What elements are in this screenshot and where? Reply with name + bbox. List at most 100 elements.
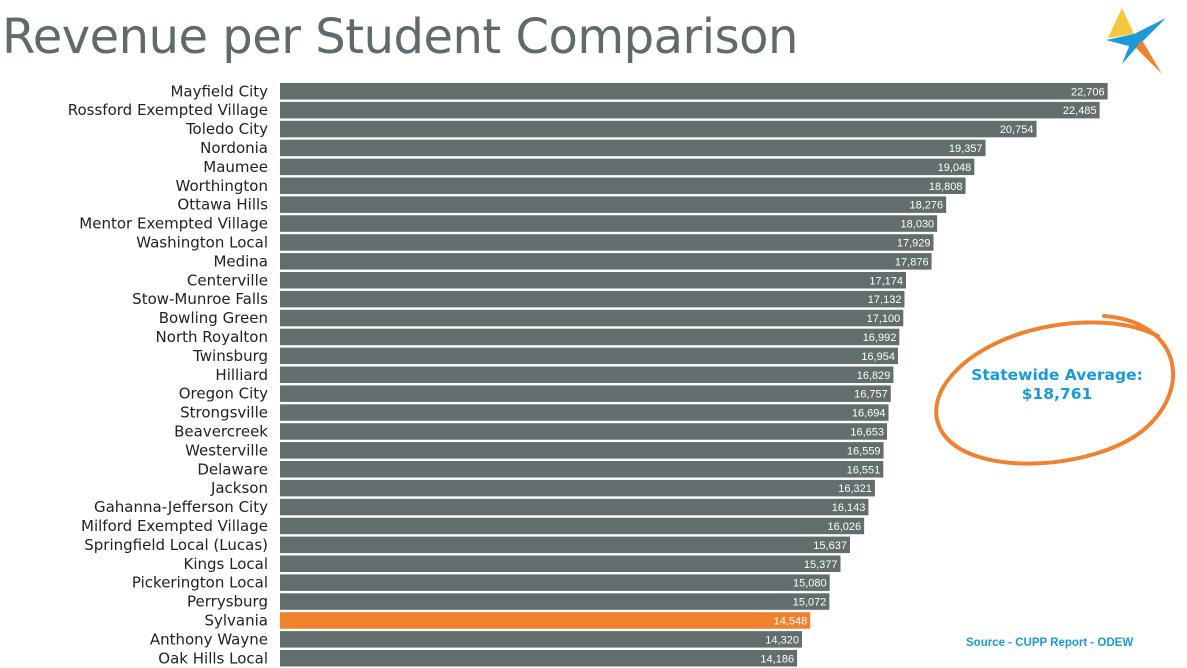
- category-label: Gahanna-Jefferson City: [94, 498, 268, 516]
- bar: [280, 385, 891, 402]
- category-label: North Royalton: [156, 328, 268, 346]
- value-label: 16,992: [863, 332, 897, 344]
- category-label: Anthony Wayne: [150, 630, 268, 648]
- value-label: 15,637: [813, 540, 847, 552]
- value-label: 18,030: [901, 219, 935, 231]
- category-label: Bowling Green: [159, 309, 268, 327]
- callout-ellipse: [934, 314, 1176, 466]
- category-label: Kings Local: [184, 555, 269, 573]
- value-label: 17,174: [869, 275, 903, 287]
- category-label: Rossford Exempted Village: [68, 101, 268, 119]
- value-label: 16,829: [857, 370, 891, 382]
- category-label: Oak Hills Local: [158, 649, 268, 667]
- value-label: 19,048: [938, 162, 972, 174]
- category-label: Jackson: [210, 479, 268, 497]
- bar: [280, 536, 850, 554]
- category-label: Milford Exempted Village: [81, 517, 268, 535]
- category-label: Beavercreek: [174, 422, 268, 440]
- bar: [280, 423, 888, 440]
- bar: [280, 215, 938, 232]
- value-label: 17,929: [897, 237, 931, 249]
- category-label: Sylvania: [204, 611, 268, 629]
- bar: [280, 83, 1108, 100]
- value-label: 16,559: [847, 445, 881, 457]
- bar: [280, 290, 905, 308]
- value-label: 14,186: [760, 653, 794, 665]
- value-label: 20,754: [1000, 124, 1034, 136]
- category-label: Westerville: [185, 441, 268, 459]
- category-label: Springfield Local (Lucas): [84, 536, 268, 554]
- bar: [280, 196, 947, 213]
- category-label: Toledo City: [185, 120, 268, 138]
- value-label: 18,808: [929, 181, 963, 193]
- page-title: Revenue per Student Comparison: [2, 9, 798, 65]
- category-label: Mentor Exempted Village: [79, 215, 268, 233]
- bar: [280, 442, 884, 459]
- bar: [280, 498, 869, 516]
- category-label: Stow-Munroe Falls: [132, 290, 268, 308]
- value-label: 15,377: [804, 559, 838, 571]
- value-label: 17,132: [868, 294, 902, 306]
- bar: [280, 517, 865, 535]
- category-label: Delaware: [197, 460, 268, 478]
- category-label: Washington Local: [136, 233, 268, 251]
- bar: [280, 101, 1100, 119]
- bar: [280, 366, 894, 383]
- bar: [280, 461, 884, 478]
- source-note: Source - CUPP Report - ODEW: [966, 637, 1134, 649]
- bar: [280, 404, 889, 421]
- value-label: 22,706: [1071, 86, 1105, 98]
- value-label: 16,551: [847, 464, 881, 476]
- bar: [280, 574, 830, 591]
- callout-value: $18,761: [1021, 385, 1093, 403]
- bar: [280, 555, 841, 572]
- value-label: 19,357: [949, 143, 983, 155]
- value-label: 14,320: [765, 634, 799, 646]
- value-label: 14,548: [774, 615, 808, 627]
- category-label: Worthington: [176, 177, 268, 195]
- category-label: Medina: [213, 252, 268, 270]
- category-label: Pickerington Local: [132, 574, 268, 592]
- value-label: 15,072: [793, 597, 827, 609]
- category-label: Nordonia: [200, 139, 268, 157]
- bar: [280, 479, 875, 497]
- bar: [280, 234, 934, 251]
- bar: [280, 253, 932, 270]
- value-label: 16,653: [850, 426, 884, 438]
- value-label: 18,276: [910, 200, 944, 212]
- bar: [280, 631, 802, 648]
- category-label: Strongsville: [180, 404, 268, 422]
- value-label: 22,485: [1063, 105, 1097, 117]
- callout-label: Statewide Average:: [971, 366, 1143, 384]
- category-label: Twinsburg: [192, 347, 268, 365]
- value-label: 16,321: [838, 483, 872, 495]
- statewide-average-callout: Statewide Average: $18,761: [952, 366, 1162, 404]
- bar: [280, 272, 906, 289]
- star-logo-icon: [1106, 8, 1166, 74]
- value-label: 16,694: [852, 408, 886, 420]
- value-label: 17,100: [867, 313, 901, 325]
- bar: [280, 593, 830, 610]
- bar-highlight: [280, 612, 811, 629]
- bar: [280, 139, 986, 157]
- value-label: 16,143: [832, 502, 866, 514]
- value-label: 16,026: [827, 521, 861, 533]
- bar: [280, 120, 1037, 138]
- category-label: Perrysburg: [187, 593, 268, 611]
- value-label: 16,954: [861, 351, 895, 363]
- category-label: Maumee: [203, 158, 268, 176]
- value-label: 16,757: [854, 389, 888, 401]
- bar: [280, 158, 975, 176]
- bar: [280, 328, 900, 346]
- bar: [280, 650, 798, 667]
- bar: [280, 309, 904, 327]
- category-label: Oregon City: [179, 385, 268, 403]
- bar: [280, 347, 898, 365]
- category-label: Mayfield City: [170, 82, 268, 100]
- category-label: Centerville: [187, 271, 268, 289]
- value-label: 17,876: [895, 256, 929, 268]
- category-label: Ottawa Hills: [177, 196, 268, 214]
- category-label: Hilliard: [215, 366, 268, 384]
- value-label: 15,080: [793, 578, 827, 590]
